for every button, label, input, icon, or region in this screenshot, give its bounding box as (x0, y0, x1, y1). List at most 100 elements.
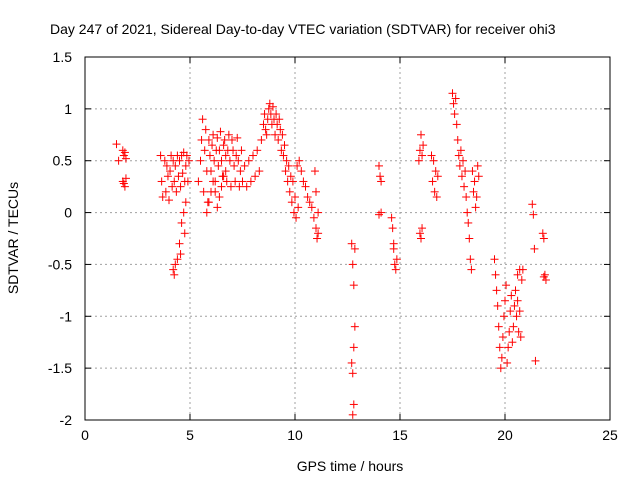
data-point (467, 265, 476, 274)
x-tick-label: 20 (497, 427, 513, 443)
data-point (415, 146, 424, 155)
data-point (538, 229, 547, 238)
data-point (261, 125, 270, 134)
data-point (453, 135, 462, 144)
data-point (275, 115, 284, 124)
data-point (175, 239, 184, 248)
data-point (176, 250, 185, 259)
data-point (204, 198, 213, 207)
y-tick-label: -1.5 (48, 360, 72, 376)
data-point (415, 229, 424, 238)
data-point (161, 187, 170, 196)
y-tick-label: 1.5 (53, 49, 73, 65)
data-point (301, 182, 310, 191)
data-point (232, 151, 241, 160)
data-point (432, 193, 441, 202)
data-point (529, 210, 538, 219)
data-point (165, 196, 173, 205)
data-point (112, 140, 121, 149)
data-point (199, 187, 208, 196)
data-point (512, 312, 521, 321)
data-point (238, 177, 247, 186)
data-point (274, 135, 283, 144)
data-point (121, 154, 130, 163)
data-point (390, 260, 399, 269)
data-point (419, 141, 428, 150)
y-tick-label: -0.5 (48, 256, 72, 272)
x-tick-label: 25 (602, 427, 618, 443)
data-point (213, 133, 222, 142)
data-point (462, 193, 471, 202)
data-point (207, 167, 215, 176)
data-point (417, 234, 425, 243)
data-point (209, 177, 218, 186)
data-point (119, 179, 128, 188)
data-point (469, 187, 478, 196)
data-point (391, 265, 400, 274)
data-point (457, 172, 466, 181)
data-point (455, 161, 464, 170)
data-point (231, 177, 240, 186)
data-point (277, 146, 286, 155)
data-point (253, 146, 262, 155)
data-point (209, 130, 218, 139)
data-point (217, 156, 226, 165)
data-point (456, 146, 465, 155)
data-point (349, 343, 358, 352)
data-point (493, 301, 502, 310)
data-point (473, 161, 482, 170)
data-point (498, 333, 507, 342)
y-tick-label: 1 (64, 101, 72, 117)
data-point (377, 177, 386, 186)
data-point (230, 161, 239, 170)
data-point (307, 203, 316, 212)
data-point (178, 169, 187, 178)
data-point (513, 270, 522, 279)
data-point (251, 172, 260, 181)
data-point (196, 156, 205, 165)
data-point (464, 218, 473, 227)
data-point (508, 338, 517, 347)
chart-title: Day 247 of 2021, Sidereal Day-to-day VTE… (50, 21, 556, 37)
data-point (387, 213, 396, 222)
data-point (490, 255, 499, 264)
data-point (166, 167, 175, 176)
data-point (228, 135, 236, 144)
data-point (375, 210, 383, 219)
data-point (292, 213, 301, 222)
data-point (279, 151, 288, 160)
data-point (515, 307, 524, 316)
data-point (497, 353, 506, 362)
data-point (314, 208, 323, 217)
data-point (216, 127, 225, 136)
data-point (171, 161, 180, 170)
data-point (507, 291, 516, 300)
data-point (182, 151, 191, 160)
data-point (219, 141, 228, 150)
x-tick-label: 10 (287, 427, 303, 443)
axis-ticks: 0 5 10 15 20 25 -2 -1.5 -1 -0.5 0 0.5 1 1.5 (48, 49, 618, 443)
data-point (229, 146, 238, 155)
data-point (201, 125, 210, 134)
data-point (513, 296, 522, 305)
data-point (305, 198, 314, 207)
data-point (454, 151, 463, 160)
data-point (347, 239, 356, 248)
x-axis-label: GPS time / hours (297, 458, 404, 474)
data-point (348, 410, 357, 419)
data-point (299, 177, 308, 186)
data-point (495, 343, 504, 352)
data-point (465, 234, 474, 243)
data-point (197, 135, 206, 144)
data-point (528, 200, 537, 209)
data-point (427, 151, 436, 160)
data-point (303, 193, 312, 202)
data-point (510, 301, 519, 310)
data-point (170, 270, 179, 279)
data-point (217, 182, 226, 191)
data-point (418, 224, 427, 233)
data-point (377, 208, 386, 217)
data-point (222, 177, 231, 186)
data-point (255, 167, 264, 176)
